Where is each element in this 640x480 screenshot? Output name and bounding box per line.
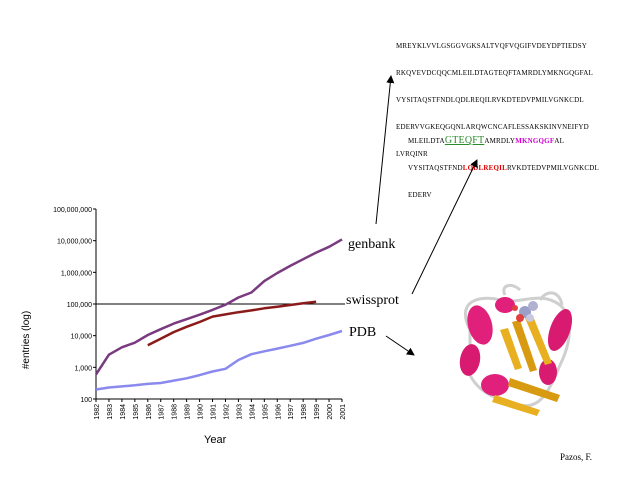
y-tick-label: 1,000 <box>74 365 92 372</box>
partial-sequence-line-1: MLEILDTAGTEQFTAMRDLYMKNGQGFAL <box>408 136 599 146</box>
x-tick-label: 1987 <box>159 404 166 420</box>
protein-structure-image <box>459 283 573 416</box>
partial-sequence-line-2: VYSITAQSTFNDLQDLREQILRVKDTEDVPMILVGNKCDL <box>408 164 599 173</box>
y-tick-label: 100,000,000 <box>53 207 92 214</box>
arrow-genbank-to-full-sequence <box>375 75 395 225</box>
seq-segment: AL <box>554 137 565 145</box>
x-tick-label: 2001 <box>340 404 347 420</box>
partial-sequence: MLEILDTAGTEQFTAMRDLYMKNGQGFAL VYSITAQSTF… <box>408 118 599 209</box>
arrow-swissprot-to-partial-sequence <box>411 159 478 295</box>
series-label-pdb: PDB <box>349 325 376 340</box>
y-tick-label: 10,000 <box>71 334 93 341</box>
x-tick-label: 1994 <box>249 404 256 420</box>
x-tick-label: 1988 <box>172 404 179 420</box>
chart-axes <box>93 208 343 402</box>
y-tick-label: 1,000,000 <box>61 270 92 277</box>
series-label-swissprot: swissprot <box>346 293 399 308</box>
x-tick-label: 1997 <box>288 404 295 420</box>
x-tick-label: 1993 <box>236 404 243 420</box>
seq-motif-red: LQDLREQIL <box>462 164 507 172</box>
arrow-pdb-to-structure <box>385 335 415 356</box>
seq-motif-magenta: MKNGQGF <box>515 137 555 145</box>
x-tick-label: 1990 <box>198 404 205 420</box>
x-axis-label: Year <box>204 434 227 446</box>
seq-segment: AMRDLY <box>484 137 516 145</box>
full-sequence-line: MREYKLVVLGSGGVGKSALTVQFVQGIFVDEYDPTIEDSY <box>396 42 588 50</box>
series-lines <box>94 238 343 391</box>
full-sequence-line: VYSITAQSTFNDLQDLREQILRVKDTEDVPMILVGNKCDL <box>396 96 584 104</box>
x-tick-labels: 1982 1983 1984 1985 1986 1987 1988 1989 1990 1991… <box>94 404 347 420</box>
x-tick-label: 1983 <box>107 404 114 420</box>
x-tick-label: 1995 <box>262 404 269 420</box>
seq-segment: RVKDTEDVPMILVGNKCDL <box>506 164 599 172</box>
y-tick-label: 100 <box>80 397 92 404</box>
x-tick-label: 1991 <box>211 404 218 420</box>
y-tick-labels: 100 1,000 10,000 100,000 1,000,000 10,000,000… <box>53 207 92 404</box>
series-line-pdb <box>95 329 343 391</box>
x-tick-label: 1985 <box>133 404 140 420</box>
full-sequence: MREYKLVVLGSGGVGKSALTVQFVQGIFVDEYDPTIEDSY… <box>396 24 593 168</box>
x-tick-label: 1986 <box>146 404 153 420</box>
x-tick-label: 1984 <box>120 404 127 420</box>
x-tick-label: 1992 <box>223 404 230 420</box>
author-credit: Pazos, F. <box>560 452 593 462</box>
x-tick-label: 1989 <box>185 404 192 420</box>
x-tick-label: 2000 <box>327 404 334 420</box>
series-line-swissprot <box>147 300 317 347</box>
full-sequence-line: EDERVVGKEQGQNLARQWCNCAFLESSAKSKINVNEIFYD <box>396 123 589 131</box>
x-tick-label: 1996 <box>275 404 282 420</box>
full-sequence-line: RKQVEVDCQQCMLEILDTAGTEQFTAMRDLYMKNGQGFAL <box>396 69 593 77</box>
x-tick-label: 1982 <box>94 404 101 420</box>
seq-segment: MLEILDTA <box>408 137 445 145</box>
series-line-genbank <box>94 238 343 376</box>
y-tick-label: 100,000 <box>67 302 92 309</box>
y-tick-label: 10,000,000 <box>57 239 92 246</box>
x-tick-label: 1999 <box>314 404 321 420</box>
series-label-genbank: genbank <box>348 237 395 252</box>
partial-sequence-line-3: EDERV <box>408 191 432 199</box>
x-tick-label: 1998 <box>301 404 308 420</box>
y-axis-label: #entries (log) <box>21 311 32 369</box>
seq-motif-green: GTEQFT <box>444 135 485 146</box>
full-sequence-line: LVRQINR <box>396 150 428 158</box>
seq-segment: VYSITAQSTFND <box>408 164 463 172</box>
